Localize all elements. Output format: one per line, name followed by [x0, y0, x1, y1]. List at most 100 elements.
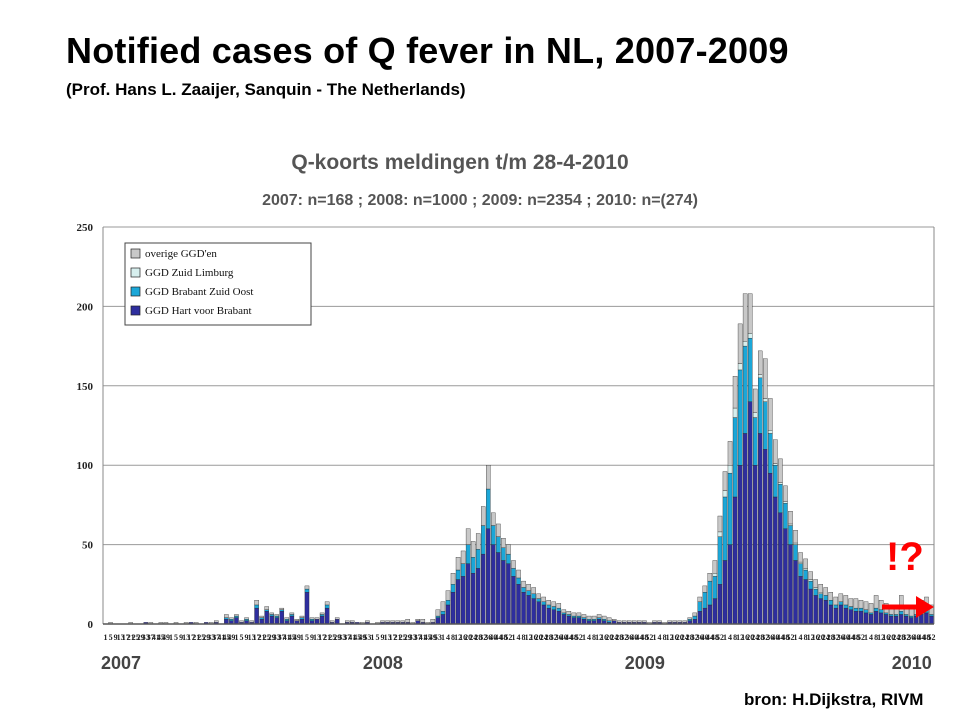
x-tick-label: 4 — [799, 633, 803, 642]
x-tick-label: 45 — [157, 633, 165, 642]
bar-segment — [475, 568, 481, 625]
x-tick-label: 32 — [832, 633, 840, 642]
bar-segment — [712, 560, 718, 574]
bar-segment — [470, 557, 476, 574]
bar-segment — [269, 614, 274, 617]
bar-segment — [606, 620, 612, 623]
bar-segment — [808, 571, 813, 580]
bar-segment — [229, 619, 234, 622]
x-tick-label: 40 — [630, 633, 638, 642]
x-tick-label: 5 — [240, 633, 244, 642]
x-tick-label: 44 — [706, 633, 714, 642]
x-tick-label: 8 — [522, 633, 526, 642]
x-tick-label: 8 — [733, 633, 737, 642]
bar-segment — [576, 612, 582, 617]
bar-segment — [747, 337, 753, 402]
bar-segment — [737, 465, 743, 625]
bar-segment — [798, 563, 803, 577]
x-tick-label: 9 — [381, 633, 385, 642]
bar-segment — [566, 615, 572, 625]
source-credit: bron: H.Dijkstra, RIVM — [744, 690, 924, 709]
x-tick-label: 52 — [575, 633, 583, 642]
bar-segment — [793, 530, 798, 544]
bar-segment — [435, 609, 441, 617]
x-tick-label: 1 — [169, 633, 173, 642]
bar-segment — [732, 376, 738, 409]
x-tick-label: 1 — [723, 633, 727, 642]
x-tick-label: 45 — [222, 633, 230, 642]
x-tick-label: 20 — [464, 633, 472, 642]
x-tick-label: 28 — [545, 633, 553, 642]
bar-segment — [304, 585, 310, 590]
x-tick-label: 13 — [313, 633, 321, 642]
bar-segment — [506, 544, 511, 555]
bar-segment — [470, 573, 476, 625]
bar-segment — [450, 584, 456, 593]
bar-segment — [768, 430, 773, 434]
bar-segment — [465, 563, 471, 625]
bar-segment — [742, 433, 748, 625]
x-tick-label: 20 — [535, 633, 543, 642]
bar-segment — [788, 511, 793, 525]
bar-segment — [435, 615, 441, 618]
bar-segment — [279, 607, 285, 610]
bar-segment — [677, 620, 682, 623]
bar-segment — [259, 615, 264, 618]
bar-segment — [460, 550, 466, 564]
x-tick-label: 8 — [592, 633, 596, 642]
x-tick-label: 13 — [117, 633, 125, 642]
bar-segment — [319, 612, 325, 615]
bar-segment — [481, 553, 486, 625]
x-tick-label: 48 — [922, 633, 930, 642]
bar-segment — [345, 620, 350, 623]
bar-segment — [747, 333, 753, 339]
bar-segment — [380, 620, 385, 623]
bar-segment — [692, 615, 698, 620]
x-tick-label: 4 — [517, 633, 521, 642]
bar-segment — [576, 617, 582, 625]
bar-segment — [455, 579, 461, 625]
bar-segment — [803, 569, 808, 580]
x-tick-label: 40 — [771, 633, 779, 642]
x-tick-label: 37 — [278, 633, 286, 642]
bar-segment — [440, 614, 446, 625]
x-tick-label: 21 — [127, 633, 135, 642]
x-tick-label: 24 — [610, 633, 618, 642]
x-tick-label: 32 — [761, 633, 769, 642]
bar-segment — [531, 587, 536, 595]
bar-segment — [627, 620, 632, 623]
bar-segment — [823, 595, 828, 601]
x-tick-label: 16 — [741, 633, 749, 642]
x-tick-label: 53 — [363, 633, 371, 642]
bar-segment — [420, 619, 426, 623]
bar-segment — [596, 614, 602, 618]
x-tick-label: 24 — [892, 633, 900, 642]
bar-segment — [556, 611, 562, 625]
x-tick-label: 20 — [887, 633, 895, 642]
bar-segment — [828, 600, 833, 606]
x-tick-label: 9 — [245, 633, 249, 642]
bar-segment — [632, 620, 637, 623]
bar-segment — [783, 503, 788, 529]
bar-segment — [758, 374, 763, 379]
bar-segment — [561, 609, 567, 614]
bar-segment — [526, 590, 531, 596]
x-tick-label: 52 — [787, 633, 795, 642]
bar-segment — [752, 412, 758, 418]
bar-segment — [445, 604, 451, 625]
bar-segment — [486, 528, 491, 625]
bar-segment — [778, 484, 783, 514]
bar-segment — [481, 525, 486, 555]
x-tick-label: 1 — [370, 633, 374, 642]
q-fever-chart: Q-koorts meldingen t/m 28-4-2010 2007: n… — [77, 151, 936, 673]
bar-segment — [521, 587, 526, 593]
bar-segment — [858, 600, 864, 609]
bar-segment — [496, 536, 501, 553]
x-tick-label: 8 — [874, 633, 878, 642]
bars-layer — [108, 293, 934, 625]
bar-segment — [763, 358, 768, 399]
bar-segment — [853, 598, 859, 609]
bar-segment — [516, 569, 521, 579]
x-tick-label: 17 — [122, 633, 130, 642]
legend-label: GGD Zuid Limburg — [145, 267, 234, 279]
